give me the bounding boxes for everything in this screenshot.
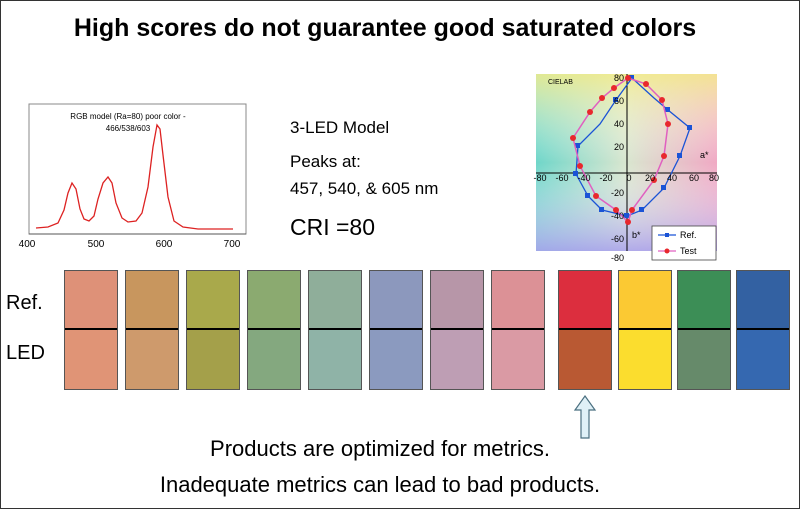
spectrum-chart: RGB model (Ra=80) poor color - 466/538/6… <box>19 103 247 250</box>
spectrum-xtick: 700 <box>224 239 241 250</box>
color-swatch <box>677 270 731 390</box>
swatch-led-color <box>559 330 611 389</box>
cielab-xtick: 40 <box>667 173 677 183</box>
color-swatch <box>186 270 240 390</box>
swatch-led-color <box>678 330 730 389</box>
cielab-title: CIELAB <box>548 79 573 86</box>
cielab-xtick: 0 <box>626 173 631 183</box>
swatch-divider <box>187 328 239 330</box>
cri-value: CRI =80 <box>290 214 376 240</box>
swatch-divider <box>737 328 789 330</box>
spectrum-title-line2: 466/538/603 <box>106 124 151 133</box>
cielab-ytick: -20 <box>611 188 624 198</box>
cielab-xtick: 20 <box>645 173 655 183</box>
swatch-ref-color <box>737 271 789 329</box>
cielab-ytick: -80 <box>611 253 624 263</box>
swatch-led-color <box>431 330 483 389</box>
cielab-test-series <box>572 77 669 224</box>
swatch-led-color <box>619 330 671 389</box>
cielab-xtick: -60 <box>555 173 568 183</box>
spectrum-xtick: 400 <box>19 239 36 250</box>
swatch-ref-color <box>431 271 483 329</box>
color-swatch <box>308 270 362 390</box>
swatch-divider <box>431 328 483 330</box>
cielab-ytick: -60 <box>611 234 624 244</box>
swatch-divider <box>248 328 300 330</box>
cielab-b-label: b* <box>632 230 641 240</box>
swatch-led-color <box>737 330 789 389</box>
swatch-led-color <box>492 330 544 389</box>
spectrum-title-line1: RGB model (Ra=80) poor color - <box>70 112 186 121</box>
color-swatch <box>558 270 612 390</box>
color-swatch <box>64 270 118 390</box>
swatch-led-color <box>126 330 178 389</box>
swatch-ref-color <box>126 271 178 329</box>
legend-ref-label: Ref. <box>680 230 697 240</box>
cielab-a-label: a* <box>700 150 709 160</box>
cielab-legend: Ref. Test <box>651 225 717 261</box>
swatch-divider <box>309 328 361 330</box>
cielab-chart: CIELAB a* b* -80 <box>533 73 719 263</box>
swatch-ref-color <box>678 271 730 329</box>
cielab-xtick: -20 <box>599 173 612 183</box>
swatch-divider <box>370 328 422 330</box>
peaks-label: Peaks at: <box>290 152 361 171</box>
swatch-ref-color <box>370 271 422 329</box>
slide-title: High scores do not guarantee good satura… <box>73 14 697 42</box>
peaks-values: 457, 540, & 605 nm <box>290 179 439 198</box>
caption-line-2: Inadequate metrics can lead to bad produ… <box>159 472 601 497</box>
cielab-xtick: -40 <box>577 173 590 183</box>
color-swatch <box>430 270 484 390</box>
up-arrow-icon <box>573 394 597 439</box>
swatch-ref-color <box>309 271 361 329</box>
swatch-ref-color <box>492 271 544 329</box>
swatch-divider <box>619 328 671 330</box>
swatch-ref-color <box>619 271 671 329</box>
legend-test-label: Test <box>680 246 697 256</box>
swatch-ref-color <box>248 271 300 329</box>
cielab-xtick: 80 <box>709 173 719 183</box>
swatch-led-color <box>65 330 117 389</box>
color-swatch <box>618 270 672 390</box>
color-swatch <box>736 270 790 390</box>
color-swatch <box>491 270 545 390</box>
cielab-ytick: 20 <box>614 142 624 152</box>
swatch-ref-color <box>187 271 239 329</box>
cielab-ytick: -40 <box>611 211 624 221</box>
cielab-ytick: 80 <box>614 73 624 83</box>
swatch-led-color <box>248 330 300 389</box>
swatch-led-color <box>309 330 361 389</box>
swatch-divider <box>559 328 611 330</box>
row-label-led: LED <box>6 342 45 364</box>
swatch-ref-color <box>65 271 117 329</box>
swatch-divider <box>126 328 178 330</box>
color-swatch <box>125 270 179 390</box>
swatch-led-color <box>370 330 422 389</box>
cielab-xtick: -80 <box>533 173 546 183</box>
spectrum-xtick: 600 <box>156 239 173 250</box>
swatch-ref-color <box>559 271 611 329</box>
swatch-divider <box>65 328 117 330</box>
cielab-ytick: 40 <box>614 119 624 129</box>
cielab-ytick: 60 <box>614 96 624 106</box>
color-swatch <box>247 270 301 390</box>
spectrum-line <box>35 123 233 230</box>
row-label-ref: Ref. <box>6 292 43 314</box>
caption-line-1: Products are optimized for metrics. <box>210 436 550 461</box>
swatch-led-color <box>187 330 239 389</box>
swatch-divider <box>492 328 544 330</box>
spectrum-xtick: 500 <box>88 239 105 250</box>
cielab-xtick: 60 <box>689 173 699 183</box>
color-swatch <box>369 270 423 390</box>
swatch-divider <box>678 328 730 330</box>
model-name: 3-LED Model <box>290 118 390 137</box>
